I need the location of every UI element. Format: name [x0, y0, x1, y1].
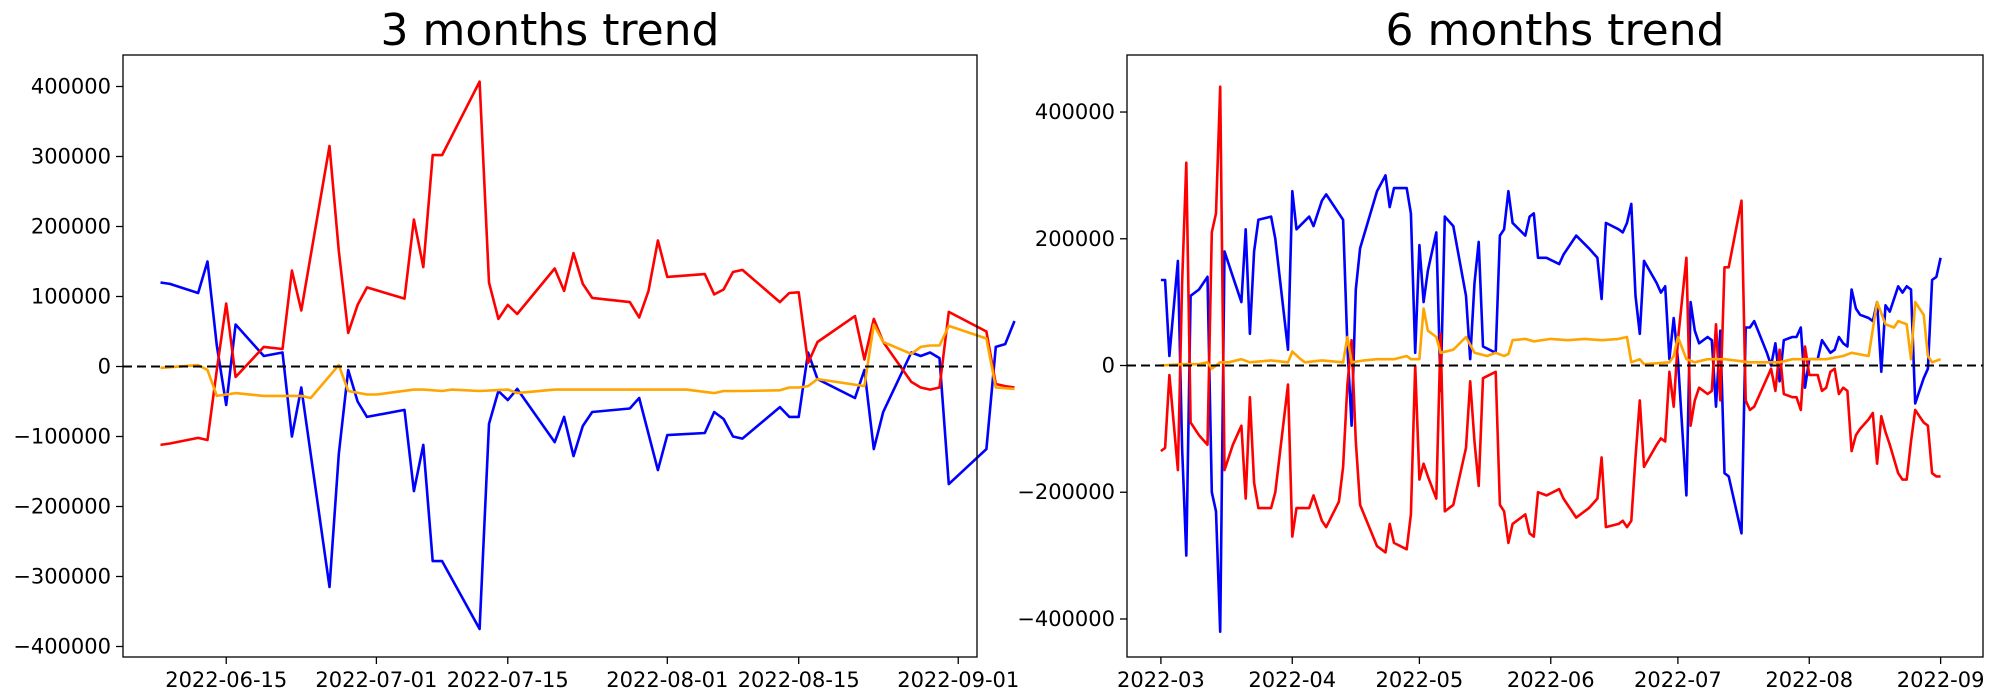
- plot-area-frame: [1126, 54, 1984, 658]
- series-line-1: [1160, 85, 1941, 554]
- x-tick-label: 2022-09: [1897, 668, 1985, 692]
- x-tick-label: 2022-07: [1634, 668, 1722, 692]
- x-axis-ticks: 2022-06-15 2022-07-01 2022-07-15 2022-08-01…: [165, 657, 1019, 692]
- chart-title: 3 months trend: [381, 5, 720, 56]
- x-tick-label: 2022-06: [1507, 668, 1595, 692]
- chart-6-months: 6 months trend 2022-03 2022-04 2022-05 2022…: [1017, 5, 1984, 692]
- y-axis-ticks: 400000 300000 200000 100000 0 −100000 −200000 −…: [13, 75, 123, 659]
- y-tick-label: −100000: [13, 425, 111, 449]
- x-tick-label: 2022-07-01: [315, 668, 437, 692]
- x-tick-label: 2022-05: [1376, 668, 1464, 692]
- y-tick-label: −400000: [1017, 607, 1115, 631]
- x-tick-label: 2022-06-15: [165, 668, 287, 692]
- x-tick-label: 2022-08-01: [606, 668, 728, 692]
- y-tick-label: 300000: [31, 145, 111, 169]
- y-axis-ticks: 400000 200000 0 −200000 −400000: [1017, 100, 1127, 631]
- series-line-1: [160, 80, 1015, 447]
- x-tick-label: 2022-04: [1248, 668, 1336, 692]
- y-tick-label: −200000: [13, 495, 111, 519]
- series-line-0: [1160, 174, 1942, 633]
- x-tick-label: 2022-08-15: [738, 668, 860, 692]
- y-tick-label: 400000: [31, 75, 111, 99]
- series-layer: [1160, 85, 1942, 633]
- y-tick-label: 0: [1102, 354, 1115, 378]
- x-tick-label: 2022-07-15: [447, 668, 569, 692]
- chart-title: 6 months trend: [1386, 5, 1725, 56]
- series-line-0: [160, 260, 1016, 631]
- series-line-2: [160, 323, 1015, 400]
- chart-3-months: 3 months trend 2022-06-15 2022-07-01 2022-…: [13, 5, 1019, 692]
- series-layer: [160, 80, 1016, 631]
- y-tick-label: 200000: [31, 215, 111, 239]
- y-tick-label: −200000: [1017, 480, 1115, 504]
- x-tick-label: 2022-03: [1117, 668, 1205, 692]
- x-axis-ticks: 2022-03 2022-04 2022-05 2022-06 2022-07 2022-…: [1117, 657, 1984, 692]
- y-tick-label: −300000: [13, 565, 111, 589]
- plot-area-frame: [122, 54, 978, 658]
- y-tick-label: 400000: [1035, 100, 1115, 124]
- y-tick-label: 200000: [1035, 227, 1115, 251]
- y-tick-label: 100000: [31, 285, 111, 309]
- x-tick-label: 2022-09-01: [897, 668, 1019, 692]
- y-tick-label: −400000: [13, 635, 111, 659]
- series-line-2: [1160, 300, 1942, 370]
- y-tick-label: 0: [98, 355, 111, 379]
- x-tick-label: 2022-08: [1765, 668, 1853, 692]
